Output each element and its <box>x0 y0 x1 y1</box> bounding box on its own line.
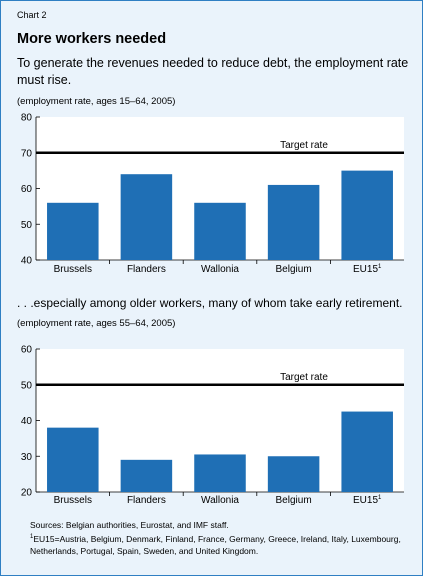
panel1-unit-note: (employment rate, ages 15–64, 2005) <box>17 96 176 107</box>
y-tick-label: 30 <box>21 452 33 463</box>
y-tick-label: 20 <box>21 488 33 499</box>
y-tick-label: 50 <box>21 220 33 231</box>
y-tick-label: 60 <box>21 184 33 195</box>
category-label: Flanders <box>127 495 166 506</box>
y-tick-label: 40 <box>21 256 33 267</box>
category-label: Belgium <box>276 495 312 506</box>
panel2-subtitle: . . .especially among older workers, man… <box>17 296 403 310</box>
bar-wallonia <box>194 202 246 260</box>
category-label: Flanders <box>127 264 166 275</box>
y-tick-label: 80 <box>21 113 33 124</box>
category-label: Brussels <box>54 264 92 275</box>
footnote: 1EU15=Austria, Belgium, Denmark, Finland… <box>30 531 410 557</box>
chart-subtitle: To generate the revenues needed to reduc… <box>17 56 409 87</box>
category-label: EU151 <box>353 495 382 506</box>
target-rate-label: Target rate <box>280 372 328 383</box>
bar-belgium <box>267 456 320 492</box>
bar-eu15 <box>341 170 393 260</box>
category-label: Brussels <box>54 495 92 506</box>
sources-note: Sources: Belgian authorities, Eurostat, … <box>30 520 229 530</box>
y-tick-label: 40 <box>21 416 33 427</box>
bar-belgium <box>267 184 320 260</box>
y-tick-label: 70 <box>21 148 33 159</box>
y-tick-label: 60 <box>21 345 33 356</box>
category-label: EU151 <box>353 264 382 275</box>
bar-brussels <box>47 427 99 492</box>
footnote-mark: 1 <box>30 534 34 540</box>
bar-wallonia <box>194 454 246 492</box>
bar-flanders <box>120 174 173 260</box>
bar-eu15 <box>341 411 393 492</box>
panel2-unit-note: (employment rate, ages 55–64, 2005) <box>17 318 176 329</box>
category-footnote-mark: 1 <box>378 264 382 270</box>
bar-brussels <box>47 202 99 260</box>
category-label: Wallonia <box>201 264 239 275</box>
footnote-text: EU15=Austria, Belgium, Denmark, Finland,… <box>30 533 401 556</box>
target-rate-label: Target rate <box>280 140 328 151</box>
chart-number-label: Chart 2 <box>17 10 47 20</box>
y-tick-label: 50 <box>21 380 33 391</box>
bar-flanders <box>120 459 173 492</box>
category-footnote-mark: 1 <box>378 495 382 501</box>
category-label: Wallonia <box>201 495 239 506</box>
chart-title: More workers needed <box>17 31 167 47</box>
category-label: Belgium <box>276 264 312 275</box>
